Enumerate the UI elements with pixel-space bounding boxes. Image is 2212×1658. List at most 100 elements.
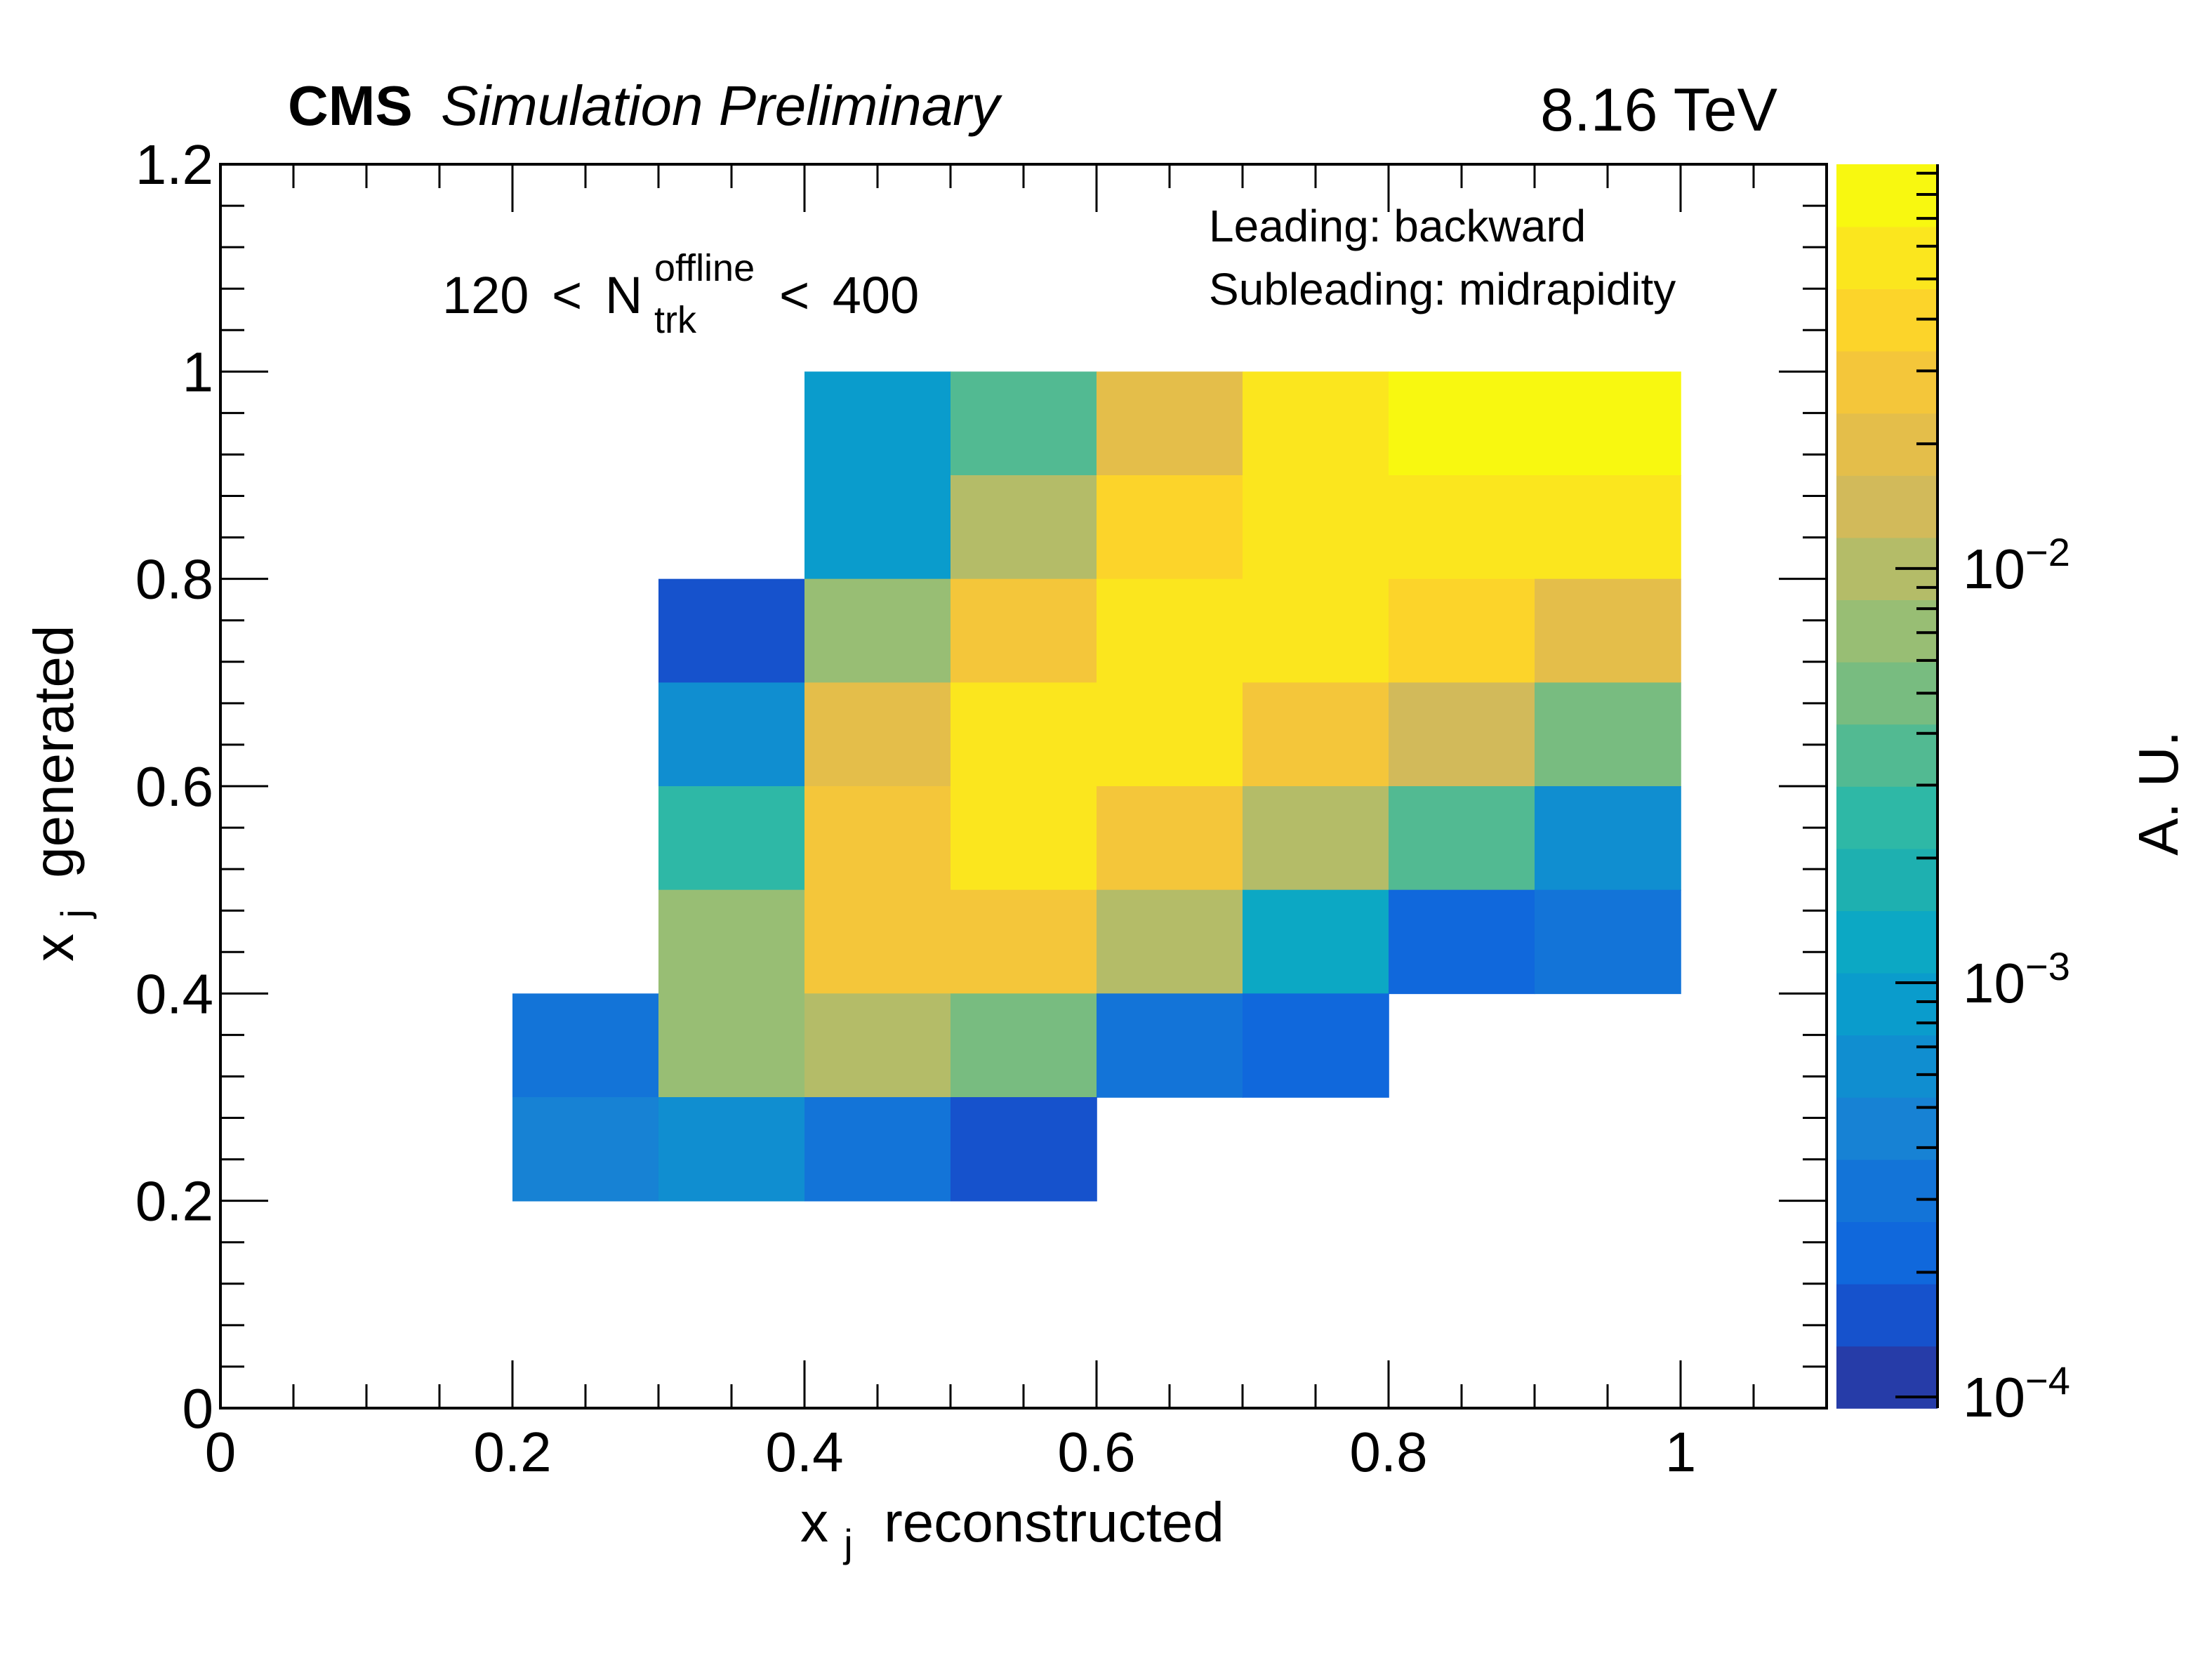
heatmap-cell <box>951 993 1097 1098</box>
heatmap-cell <box>804 786 951 891</box>
energy-label: 8.16 TeV <box>1540 77 1777 144</box>
heatmap-cell <box>804 993 951 1098</box>
heatmap-cell <box>804 889 951 995</box>
heatmap-cell <box>1097 889 1243 995</box>
heatmap-cell <box>1535 889 1681 995</box>
heatmap-cell <box>658 993 805 1098</box>
mult-low: 120 <box>442 266 529 324</box>
x-label-sub: j <box>842 1521 852 1565</box>
heatmap-cell <box>1535 371 1681 476</box>
colorbar: 10−410−310−2 <box>1836 164 2070 1428</box>
x-tick-label: 0.4 <box>765 1421 843 1483</box>
heatmap-cell <box>658 1097 805 1202</box>
y-tick-label: 0.6 <box>135 755 213 818</box>
heatmap-cell <box>1243 786 1389 891</box>
y-tick-label: 0.8 <box>135 548 213 611</box>
heatmap-cell <box>1389 889 1535 995</box>
heatmap-cell <box>1243 993 1389 1098</box>
colorbar-band <box>1836 786 1938 849</box>
heatmap-cell <box>804 578 951 684</box>
leading-annotation: Leading: backward <box>1209 201 1586 251</box>
heatmap-cell <box>951 889 1097 995</box>
z-axis-label: A. U. <box>2127 731 2190 856</box>
y-tick-label: 0.2 <box>135 1170 213 1233</box>
heatmap-cell <box>1243 578 1389 684</box>
y-label-rest: generated <box>22 625 85 894</box>
x-label-main: x <box>800 1491 828 1553</box>
mult-subscript: trk <box>654 299 697 341</box>
x-tick-label: 0.6 <box>1057 1421 1135 1483</box>
x-tick-label: 1 <box>1665 1421 1697 1483</box>
heatmap-cell <box>1097 786 1243 891</box>
heatmap-cell <box>1243 682 1389 787</box>
heatmap-cell <box>512 1097 659 1202</box>
heatmap-cell <box>951 1097 1097 1202</box>
mult-lt1: < <box>552 266 582 324</box>
status-label: Simulation Preliminary <box>441 74 1003 137</box>
heatmap-cell <box>1535 682 1681 787</box>
heatmap-cell <box>951 371 1097 476</box>
x-tick-label: 0.2 <box>473 1421 551 1483</box>
y-axis-label: x j generated <box>22 625 100 962</box>
subleading-annotation: Subleading: midrapidity <box>1209 264 1676 314</box>
heatmap-cell <box>804 682 951 787</box>
heatmap-cell <box>1389 371 1535 476</box>
heatmap-cell <box>1097 475 1243 580</box>
x-tick-label: 0.8 <box>1349 1421 1427 1483</box>
colorbar-tick-exponent: −2 <box>2025 530 2070 574</box>
experiment-label: CMS <box>288 74 413 137</box>
heatmap-cell <box>1243 371 1389 476</box>
heatmap-cell <box>1389 578 1535 684</box>
mult-lt2: < <box>779 266 809 324</box>
colorbar-band <box>1836 599 1938 663</box>
multiplicity-annotation: 120 < N <box>442 266 642 324</box>
colorbar-band <box>1836 475 1938 538</box>
colorbar-tick-exponent: −4 <box>2025 1358 2070 1402</box>
x-axis-label: x j reconstructed <box>800 1491 1224 1569</box>
x-label-rest: reconstructed <box>868 1491 1224 1553</box>
y-tick-label: 0.4 <box>135 962 213 1025</box>
heatmap-cell <box>1535 578 1681 684</box>
heatmap-cells <box>512 371 1681 1202</box>
y-label-main: x <box>22 934 85 962</box>
header-label: CMS Simulation Preliminary <box>288 74 1003 137</box>
heatmap-cell <box>1097 371 1243 476</box>
mult-high: 400 <box>833 266 919 324</box>
heatmap-cell <box>951 682 1097 787</box>
heatmap-cell <box>658 786 805 891</box>
colorbar-band <box>1836 1159 1938 1222</box>
colorbar-band <box>1836 1283 1938 1347</box>
heatmap-cell <box>1097 682 1243 787</box>
heatmap-cell <box>658 578 805 684</box>
heatmap-cell <box>512 993 659 1098</box>
heatmap-cell <box>658 682 805 787</box>
colorbar-tick-exponent: −3 <box>2025 944 2070 988</box>
heatmap-cell <box>804 1097 951 1202</box>
y-tick-label: 1 <box>183 340 214 403</box>
heatmap-cell <box>658 889 805 995</box>
colorbar-tick-label: 10−3 <box>1963 944 2070 1014</box>
heatmap-cell <box>1535 786 1681 891</box>
y-tick-label: 0 <box>183 1377 214 1440</box>
heatmap-cell <box>1389 475 1535 580</box>
colorbar-band <box>1836 910 1938 974</box>
heatmap-cell <box>951 786 1097 891</box>
heatmap-cell <box>951 578 1097 684</box>
heatmap-cell <box>1097 578 1243 684</box>
heatmap-cell <box>1389 786 1535 891</box>
mult-superscript: offline <box>654 247 755 289</box>
heatmap-cell <box>1243 889 1389 995</box>
colorbar-band <box>1836 1221 1938 1285</box>
colorbar-tick-label: 10−2 <box>1963 530 2070 600</box>
mult-symbol: N <box>605 266 642 324</box>
heatmap-cell <box>951 475 1097 580</box>
y-tick-label: 1.2 <box>135 133 213 196</box>
axes: 0 0.2 0.4 0.6 0.8 1 0 0.2 0.4 0.6 0.8 1 1.2 <box>135 133 1828 1483</box>
mult-upper: < 400 <box>779 266 919 324</box>
colorbar-tick-base: 10 <box>1963 538 2025 600</box>
colorbar-tick-base: 10 <box>1963 1366 2025 1428</box>
colorbar-band <box>1836 1035 1938 1098</box>
heatmap-cell <box>1389 682 1535 787</box>
y-label-sub: j <box>53 909 97 919</box>
